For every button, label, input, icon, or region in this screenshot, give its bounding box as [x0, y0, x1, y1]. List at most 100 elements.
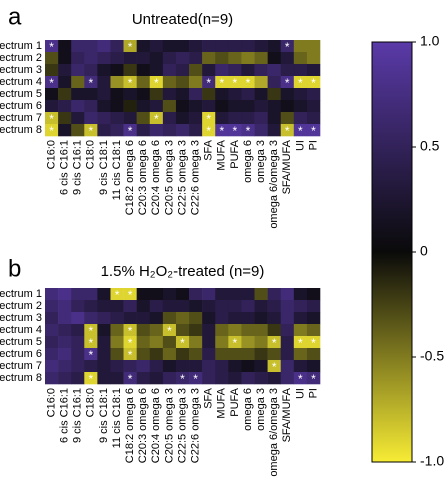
heat-cell: [175, 288, 190, 301]
heat-cell: [97, 360, 111, 373]
heat-cell: [84, 64, 98, 77]
heat-cell: [267, 100, 282, 113]
heat-cell: [97, 348, 111, 361]
heat-cell: [306, 300, 321, 313]
column-label: PI: [307, 140, 319, 150]
heat-cell: [175, 300, 190, 313]
heat-cell: [149, 112, 164, 125]
significance-star: *: [272, 360, 277, 374]
significance-star: *: [298, 336, 303, 350]
heat-cell: [123, 312, 137, 325]
heat-cell: [189, 288, 203, 301]
heat-cell: [254, 348, 268, 361]
heat-cell: [149, 360, 164, 373]
heat-cell: [215, 288, 229, 301]
heat-cell: [123, 76, 137, 89]
heat-cell: [162, 288, 177, 301]
heat-cell: [71, 40, 85, 53]
heat-cell: [71, 52, 85, 65]
row-label: Spectrum 5: [0, 88, 42, 100]
heat-cell: [189, 300, 203, 313]
row-label: Spectrum 7: [0, 112, 42, 124]
heat-cell: [45, 88, 59, 101]
heat-cell: [189, 100, 203, 113]
significance-star: *: [298, 124, 303, 138]
heat-cell: [280, 124, 295, 137]
heat-cell: [215, 88, 229, 101]
significance-star: *: [154, 112, 159, 126]
heat-cell: [84, 88, 98, 101]
heat-cell: [58, 76, 72, 89]
heat-cell: [254, 88, 268, 101]
heat-cell: [306, 40, 321, 53]
heat-cell: [136, 372, 151, 385]
heat-cell: [293, 64, 308, 77]
column-label: C20:3 omega 6: [137, 388, 149, 463]
heat-cell: [71, 88, 85, 101]
column-label: 9 cis C16:1: [72, 388, 84, 443]
heat-cell: [58, 112, 72, 125]
heat-cell: [58, 88, 72, 101]
heat-cell: [241, 324, 255, 337]
heat-cell: [136, 76, 151, 89]
heat-cell: [84, 300, 98, 313]
heat-cell: [306, 360, 321, 373]
heat-cell: [254, 360, 268, 373]
heat-cell: [293, 76, 308, 89]
heat-cell: [280, 312, 295, 325]
heat-cell: [215, 64, 229, 77]
heat-cell: [241, 336, 255, 349]
heat-cell: [254, 372, 268, 385]
heat-cell: [189, 336, 203, 349]
heat-cell: [189, 64, 203, 77]
heat-cell: [110, 100, 124, 113]
heat-cell: [228, 372, 242, 385]
heat-cell: [123, 324, 137, 337]
heat-cell: [202, 64, 216, 77]
heat-cell: [149, 336, 164, 349]
column-label: SFA/MUFA: [281, 139, 293, 194]
heat-cell: [189, 112, 203, 125]
significance-star: *: [233, 124, 238, 138]
heat-cell: [293, 40, 308, 53]
heat-cell: [84, 348, 98, 361]
column-label: C20:4 omega 6: [150, 140, 162, 215]
heat-cell: [254, 52, 268, 65]
column-label: omega 6/omega 3: [268, 140, 280, 229]
heat-cell: [241, 300, 255, 313]
heat-cell: [215, 336, 229, 349]
heat-cell: [97, 372, 111, 385]
heat-cell: [267, 336, 282, 349]
heat-cell: [71, 76, 85, 89]
significance-star: *: [128, 348, 133, 362]
heat-cell: [162, 372, 177, 385]
heat-cell: [45, 300, 59, 313]
significance-star: *: [49, 112, 54, 126]
heat-cell: [189, 324, 203, 337]
heat-cell: [241, 372, 255, 385]
heat-cell: [84, 360, 98, 373]
panel-letter: a: [8, 3, 22, 30]
heat-cell: [149, 348, 164, 361]
heat-cell: [254, 76, 268, 89]
heat-cell: [189, 124, 203, 137]
heat-cell: [97, 40, 111, 53]
significance-star: *: [88, 76, 93, 90]
heat-cell: [58, 348, 72, 361]
column-label: PI: [307, 388, 319, 398]
heat-cell: [202, 372, 216, 385]
heat-cell: [228, 52, 242, 65]
heat-cell: [202, 348, 216, 361]
heat-cell: [241, 88, 255, 101]
significance-star: *: [285, 76, 290, 90]
significance-star: *: [128, 372, 133, 386]
heat-cell: [293, 348, 308, 361]
significance-star: *: [206, 124, 211, 138]
heat-cell: [215, 100, 229, 113]
heat-cell: [136, 336, 151, 349]
column-label: C16:0: [45, 140, 57, 169]
column-label: C20:5 omega 3: [163, 388, 175, 463]
heat-cell: [97, 336, 111, 349]
heat-cell: [123, 64, 137, 77]
heat-cell: [267, 64, 282, 77]
